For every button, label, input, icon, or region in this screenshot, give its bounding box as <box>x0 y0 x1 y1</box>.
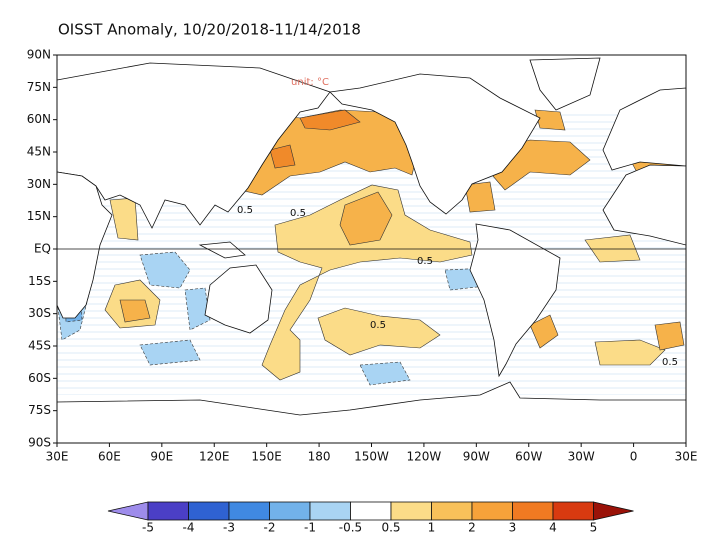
colorbar-label: 4 <box>549 521 557 535</box>
lat-label: 90S <box>28 436 51 450</box>
colorbar-label: -1 <box>304 521 316 535</box>
lat-label: 75N <box>27 80 51 94</box>
colorbar: -5 -4 -3 -2 -1 -0.5 0.5 1 2 3 4 5 <box>107 501 634 535</box>
colorbar-end <box>593 501 634 521</box>
colorbar-box <box>147 501 189 521</box>
lon-label: 0 <box>630 450 638 464</box>
colorbar-label: 2 <box>468 521 476 535</box>
colorbar-label: 0.5 <box>381 521 400 535</box>
unit-label: unit: °C <box>291 77 329 88</box>
lon-label: 60W <box>515 450 542 464</box>
lon-label: 150E <box>251 450 282 464</box>
lat-label: EQ <box>34 242 51 256</box>
lat-label: 45N <box>27 145 51 159</box>
contour-labels: 0.5 0.5 0.5 0.5 0.5 <box>237 205 678 368</box>
lat-label: 90N <box>27 48 51 62</box>
title: OISST Anomaly, 10/20/2018-11/14/2018 <box>58 21 361 39</box>
lon-label: 30E <box>675 450 698 464</box>
colorbar-label: 1 <box>428 521 436 535</box>
lat-label: 30N <box>27 177 51 191</box>
colorbar-label: 3 <box>509 521 517 535</box>
colorbar-label: -0.5 <box>339 521 362 535</box>
lon-label: 60E <box>98 450 121 464</box>
colorbar-label: -2 <box>264 521 276 535</box>
contour-label: 0.5 <box>417 256 433 267</box>
colorbar-box <box>552 501 594 521</box>
lat-label: 60N <box>27 112 51 126</box>
lon-label: 30E <box>46 450 69 464</box>
contour-label: 0.5 <box>237 205 253 216</box>
colorbar-box <box>512 501 554 521</box>
lon-axis: 30E 60E 90E 120E 150E 180 150W 120W 90W 60W 30W 0 30… <box>46 443 698 464</box>
lat-label: 30S <box>28 306 51 320</box>
lat-axis: 90N 75N 60N 45N 30N 15N EQ 15S 30S 45S 60S 75S 90S <box>27 48 57 450</box>
lon-label: 90E <box>150 450 173 464</box>
contour-label: 0.5 <box>662 357 678 368</box>
colorbar-box <box>269 501 311 521</box>
colorbar-box <box>471 501 513 521</box>
lat-label: 45S <box>28 339 51 353</box>
lon-label: 30W <box>568 450 595 464</box>
colorbar-box <box>431 501 473 521</box>
colorbar-label: -5 <box>142 521 154 535</box>
colorbar-label: -4 <box>183 521 195 535</box>
lon-label: 90W <box>463 450 490 464</box>
contour-label: 0.5 <box>370 320 386 331</box>
colorbar-label: -3 <box>223 521 235 535</box>
colorbar-label: 5 <box>590 521 598 535</box>
map-area <box>57 55 686 443</box>
colorbar-box <box>309 501 351 521</box>
lon-label: 150W <box>354 450 389 464</box>
contour-label: 0.5 <box>290 208 306 219</box>
lat-label: 60S <box>28 371 51 385</box>
lat-label: 15N <box>27 209 51 223</box>
lat-label: 75S <box>28 403 51 417</box>
colorbar-box <box>390 501 432 521</box>
lat-label: 15S <box>28 274 51 288</box>
colorbar-box <box>350 501 392 521</box>
lon-label: 180 <box>308 450 331 464</box>
lon-label: 120E <box>199 450 230 464</box>
colorbar-end <box>107 501 149 521</box>
colorbar-box <box>228 501 270 521</box>
lon-label: 120W <box>407 450 442 464</box>
colorbar-box <box>188 501 230 521</box>
